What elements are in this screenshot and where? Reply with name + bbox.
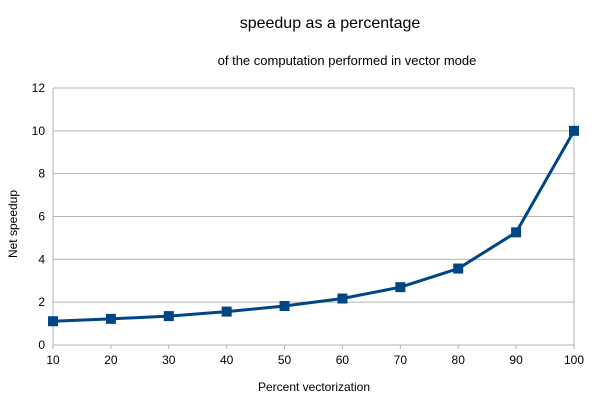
y-tick-label: 10	[32, 124, 46, 138]
y-tick-labels: 0 2 4 6 8 10 12	[32, 81, 46, 352]
x-tick-label: 50	[278, 353, 292, 367]
y-axis-label: Net speedup	[6, 190, 20, 258]
x-tick-label: 60	[336, 353, 350, 367]
data-point-marker	[221, 306, 232, 317]
data-point-marker	[163, 311, 174, 322]
data-point-marker	[279, 301, 290, 312]
x-tick-label: 30	[162, 353, 176, 367]
y-tick-label: 4	[38, 252, 45, 266]
data-point-marker	[337, 293, 348, 304]
data-point-marker	[511, 227, 522, 238]
data-point-marker	[569, 125, 579, 136]
x-tick-label: 20	[104, 353, 118, 367]
y-tick-label: 6	[38, 210, 45, 224]
data-point-marker	[395, 282, 406, 293]
y-tick-label: 2	[38, 295, 45, 309]
y-tick-label: 8	[38, 167, 45, 181]
x-tick-label: 100	[564, 353, 584, 367]
data-point-marker	[48, 316, 58, 327]
x-tick-label: 40	[220, 353, 234, 367]
chart-title: speedup as a percentage	[240, 15, 421, 32]
x-axis-label: Percent vectorization	[258, 380, 370, 394]
x-tick-label: 90	[509, 353, 523, 367]
grid	[52, 87, 575, 349]
data-point-marker	[105, 313, 116, 324]
y-tick-label: 12	[32, 81, 46, 95]
x-tick-label: 80	[452, 353, 466, 367]
y-tick-label: 0	[38, 338, 45, 352]
x-tick-labels: 10 20 30 40 50 60 70 80 90 100	[46, 353, 584, 367]
x-tick-label: 10	[46, 353, 60, 367]
series-layer	[48, 125, 579, 327]
chart-subtitle: of the computation performed in vector m…	[218, 53, 477, 68]
data-point-marker	[453, 263, 464, 274]
series-line	[52, 130, 576, 323]
x-tick-label: 70	[394, 353, 408, 367]
